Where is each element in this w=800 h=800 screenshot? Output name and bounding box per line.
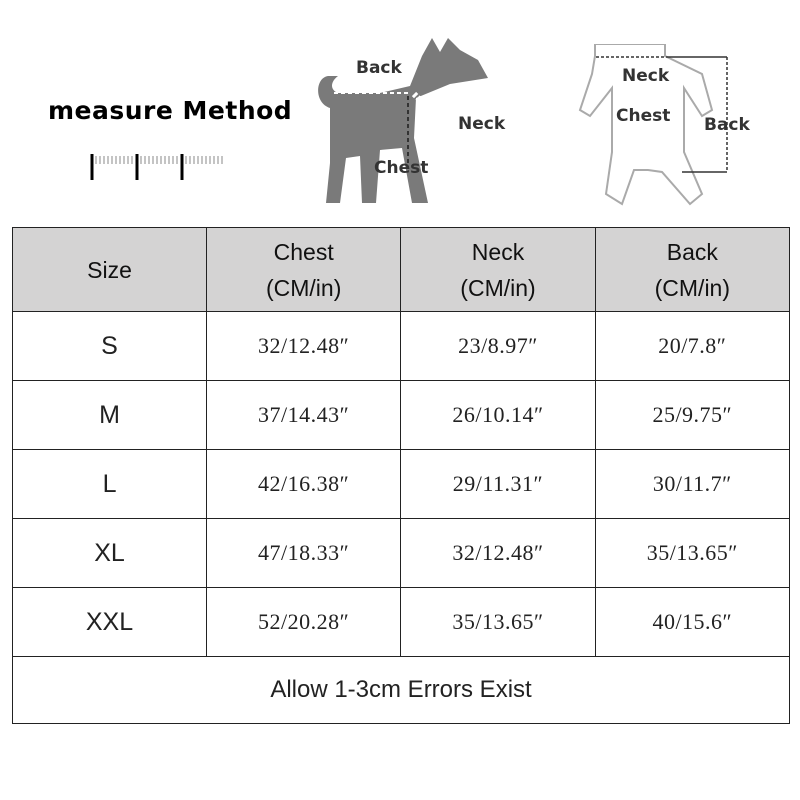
back-cell: 35/13.65″ [594, 518, 791, 588]
table-row: S 32/12.48″ 23/8.97″ 20/7.8″ [11, 311, 791, 381]
table-row: XL 47/18.33″ 32/12.48″ 35/13.65″ [11, 518, 791, 588]
header-chest: Chest (CM/in) [206, 227, 402, 312]
header-unit: (CM/in) [265, 274, 342, 301]
dog-chest-label: Chest [374, 158, 429, 178]
size-cell: S [11, 311, 208, 381]
garment-outline-icon [578, 44, 728, 206]
header-unit: (CM/in) [654, 274, 731, 301]
size-cell: XL [11, 518, 208, 588]
header-size: Size [11, 227, 208, 312]
dog-neck-label: Neck [458, 114, 506, 134]
neck-cell: 35/13.65″ [400, 587, 596, 657]
table-header-row: Size Chest (CM/in) Neck (CM/in) Back (CM/in… [11, 227, 791, 312]
table-note-row: Allow 1-3cm Errors Exist [12, 656, 790, 724]
header-unit: (CM/in) [460, 274, 536, 301]
size-cell: XXL [11, 587, 208, 657]
dog-silhouette-icon [318, 38, 488, 203]
measure-method-title: measure Method [48, 96, 293, 125]
neck-cell: 29/11.31″ [400, 449, 596, 519]
error-note: Allow 1-3cm Errors Exist [12, 656, 790, 724]
back-cell: 30/11.7″ [594, 449, 791, 519]
garment-back-label: Back [704, 115, 750, 135]
size-chart-table: Size Chest (CM/in) Neck (CM/in) Back (CM/in… [11, 227, 791, 724]
header-neck: Neck (CM/in) [400, 227, 596, 312]
chest-cell: 52/20.28″ [206, 587, 402, 657]
header-back: Back (CM/in) [594, 227, 791, 312]
table-row: XXL 52/20.28″ 35/13.65″ 40/15.6″ [11, 587, 791, 657]
back-cell: 25/9.75″ [594, 380, 791, 450]
back-cell: 20/7.8″ [594, 311, 791, 381]
header-label: Chest [273, 238, 334, 265]
neck-cell: 32/12.48″ [400, 518, 596, 588]
garment-chest-label: Chest [616, 106, 671, 126]
dog-back-label: Back [356, 58, 402, 78]
back-cell: 40/15.6″ [594, 587, 791, 657]
neck-cell: 26/10.14″ [400, 380, 596, 450]
size-cell: L [11, 449, 208, 519]
header-label: Back [666, 238, 718, 265]
chest-cell: 47/18.33″ [206, 518, 402, 588]
table-row: L 42/16.38″ 29/11.31″ 30/11.7″ [11, 449, 791, 519]
header-label: Neck [471, 238, 525, 265]
chest-cell: 42/16.38″ [206, 449, 402, 519]
ruler-icon [90, 154, 223, 180]
table-row: M 37/14.43″ 26/10.14″ 25/9.75″ [11, 380, 791, 450]
garment-neck-label: Neck [622, 66, 670, 86]
chest-cell: 37/14.43″ [206, 380, 402, 450]
size-cell: M [11, 380, 208, 450]
header-label: Size [87, 256, 132, 283]
neck-cell: 23/8.97″ [400, 311, 596, 381]
chest-cell: 32/12.48″ [206, 311, 402, 381]
